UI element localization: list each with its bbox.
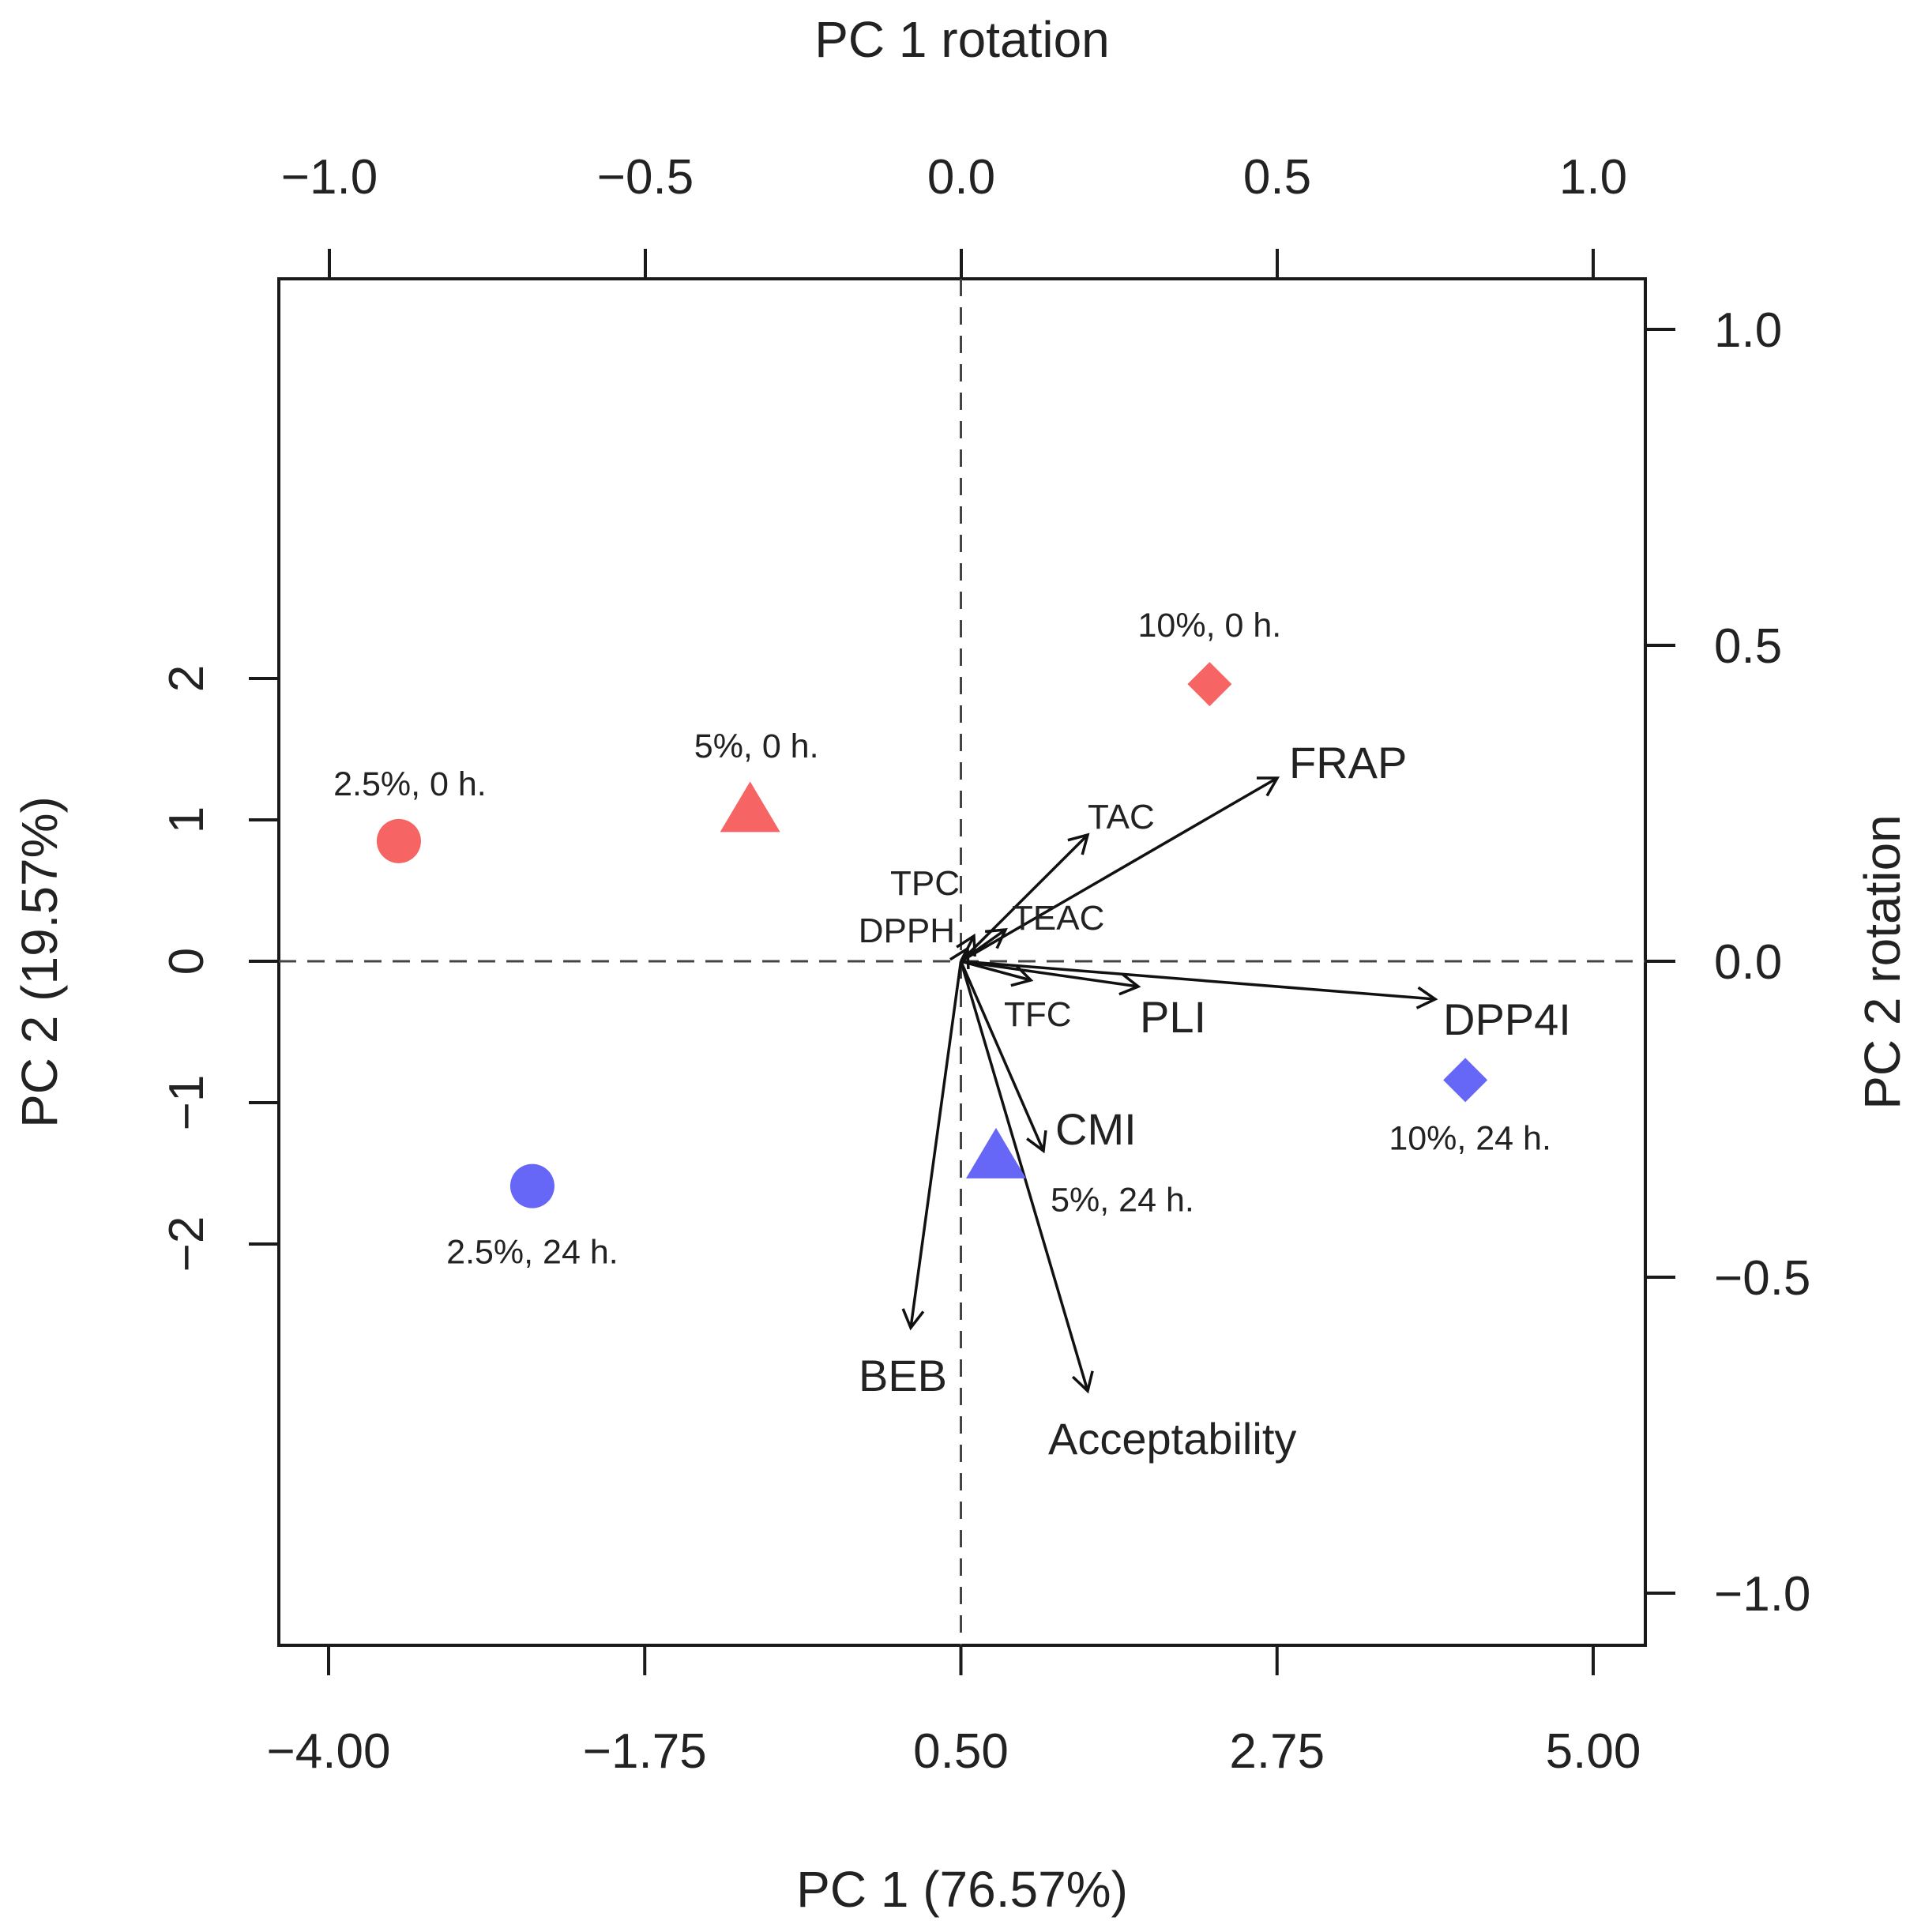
arrowhead-cmi — [1026, 1130, 1047, 1154]
bottom-tick-label: −1.75 — [583, 1724, 707, 1779]
top-tick-label: −1.0 — [281, 150, 378, 205]
loading-label-dpph: DPPH — [859, 911, 955, 950]
top-tick-label: −0.5 — [597, 150, 694, 205]
loading-arrow-frap — [960, 776, 1278, 963]
bottom-tick-label: 0.50 — [913, 1724, 1009, 1779]
loading-arrow-beb — [909, 960, 963, 1329]
right-tick-label: −1.0 — [1714, 1567, 1810, 1622]
top-tick-label: 0.0 — [927, 150, 995, 205]
top-axis-title: PC 1 rotation — [814, 11, 1110, 68]
observation-label: 10%, 24 h. — [1389, 1119, 1551, 1157]
left-tick-label: −2 — [160, 1216, 214, 1272]
bottom-tick-label: 5.00 — [1546, 1724, 1641, 1779]
loading-arrow-pli — [960, 960, 1139, 988]
bottom-axis-title: PC 1 (76.57%) — [796, 1861, 1128, 1918]
right-tick-label: −0.5 — [1714, 1251, 1810, 1306]
point-time_0h — [720, 781, 780, 833]
loading-label-acceptability: Acceptability — [1048, 1414, 1296, 1464]
right-tick-label: 0.5 — [1714, 619, 1782, 674]
left-tick-label: 0 — [160, 948, 214, 975]
arrowhead-pli — [1118, 972, 1141, 996]
bottom-tick-label: −4.00 — [267, 1724, 391, 1779]
point-time_0h — [376, 818, 421, 863]
loading-arrows — [901, 776, 1438, 1394]
arrowhead-acceptability — [1071, 1370, 1094, 1394]
bottom-tick-label: 2.75 — [1229, 1724, 1325, 1779]
axis-ticks: −4.00 −1.75 0.50 2.75 5.00−1.0 −0.5 0.0 0.5 1.0−… — [160, 150, 1810, 1779]
top-tick-label: 0.5 — [1243, 150, 1311, 205]
loading-label-cmi: CMI — [1055, 1104, 1137, 1154]
right-tick-label: 0.0 — [1714, 935, 1782, 990]
loading-label-teac: TEAC — [1012, 899, 1104, 938]
observation-points — [376, 662, 1488, 1208]
right-axis-title: PC 2 rotation — [1854, 814, 1911, 1110]
arrowhead-frap — [1256, 776, 1280, 797]
left-tick-label: −1 — [160, 1075, 214, 1131]
loading-label-pli: PLI — [1140, 992, 1206, 1042]
arrowhead-dpp4i — [1415, 986, 1438, 1009]
observation-label: 5%, 0 h. — [694, 727, 819, 765]
left-tick-label: 2 — [160, 665, 214, 692]
observation-label: 2.5%, 0 h. — [333, 765, 487, 803]
loading-label-tpc: TPC — [890, 864, 960, 903]
loading-label-dpp4i: DPP4I — [1443, 994, 1571, 1044]
point-time_24h — [965, 1127, 1026, 1178]
loading-arrow-tac — [960, 833, 1089, 963]
arrowhead-teac — [984, 927, 1008, 949]
top-tick-label: 1.0 — [1559, 150, 1627, 205]
observation-label: 2.5%, 24 h. — [446, 1234, 618, 1272]
arrowhead-tpc — [956, 933, 976, 957]
loading-label-beb: BEB — [859, 1351, 947, 1400]
loading-arrow-teac — [960, 928, 1007, 963]
arrowhead-tac — [1067, 833, 1090, 855]
loading-arrow-tfc — [960, 960, 1032, 982]
loading-label-tfc: TFC — [1004, 995, 1072, 1034]
right-tick-label: 1.0 — [1714, 303, 1782, 358]
point-time_0h — [1187, 662, 1232, 707]
loading-label-frap: FRAP — [1289, 738, 1407, 787]
left-axis-title: PC 2 (19.57%) — [11, 796, 68, 1128]
observation-label: 5%, 24 h. — [1051, 1182, 1194, 1220]
chart-labels: FRAP TAC TPC DPPH TEAC TFC PLI DPP4I CMI BEB Accep… — [333, 607, 1571, 1464]
point-time_24h — [1443, 1058, 1488, 1103]
arrowhead-beb — [901, 1308, 925, 1331]
loading-label-tac: TAC — [1088, 798, 1155, 836]
left-tick-label: 1 — [160, 806, 214, 833]
loading-arrow-dpp4i — [960, 960, 1436, 1001]
observation-label: 10%, 0 h. — [1138, 607, 1282, 645]
loading-arrow-cmi — [959, 960, 1045, 1152]
point-time_24h — [509, 1163, 554, 1208]
